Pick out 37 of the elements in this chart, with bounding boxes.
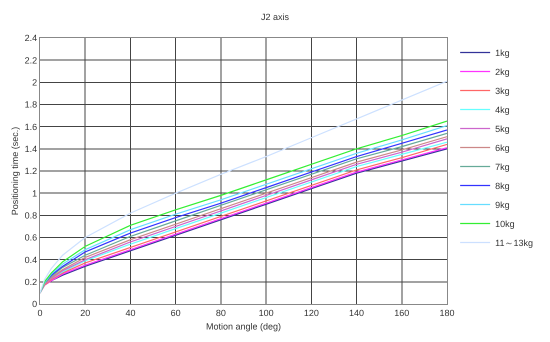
x-tick-label: 120 (304, 308, 319, 318)
line-series (40, 80, 447, 294)
y-tick-label: 1.2 (24, 166, 38, 176)
y-tick-label: 1.8 (24, 100, 38, 110)
chart-title: J2 axis (260, 12, 290, 22)
x-axis-title: Motion angle (deg) (206, 322, 282, 332)
x-tick-label: 80 (216, 308, 226, 318)
y-tick-label: 0.8 (24, 210, 38, 220)
x-tick-label: 160 (394, 308, 410, 318)
y-tick-label: 2.2 (24, 55, 38, 66)
legend-label: 1kg (495, 48, 510, 58)
x-tick-label: 100 (258, 308, 274, 318)
y-tick-label: 0.6 (24, 232, 38, 243)
x-tick-label: 40 (125, 308, 136, 318)
legend-label: 10kg (495, 219, 515, 230)
legend-label: 5kg (495, 124, 510, 134)
legend-label: 3kg (495, 86, 510, 96)
legend-label: 6kg (495, 143, 510, 154)
y-tick-label: 1.4 (24, 144, 38, 154)
y-tick-label: 0 (32, 299, 38, 310)
y-tick-label: 2 (32, 77, 38, 88)
legend-label: 11～13kg (495, 238, 533, 248)
x-tick-label: 140 (349, 308, 364, 318)
y-tick-label: 2.4 (24, 33, 38, 44)
legend-label: 9kg (495, 200, 510, 210)
y-axis-title: Positioning time (sec.) (10, 126, 20, 216)
legend-label: 4kg (495, 105, 510, 116)
y-tick-label: 1 (32, 188, 38, 198)
x-tick-label: 20 (80, 308, 90, 318)
y-tick-label: 0.2 (24, 276, 38, 287)
y-tick-label: 1.6 (24, 122, 38, 132)
x-tick-label: 180 (439, 308, 455, 318)
y-tick-label: 0.4 (24, 254, 38, 265)
legend-label: 8kg (495, 181, 510, 192)
x-tick-label: 60 (170, 308, 181, 318)
legend-label: 7kg (495, 162, 510, 172)
legend-label: 2kg (495, 67, 510, 78)
